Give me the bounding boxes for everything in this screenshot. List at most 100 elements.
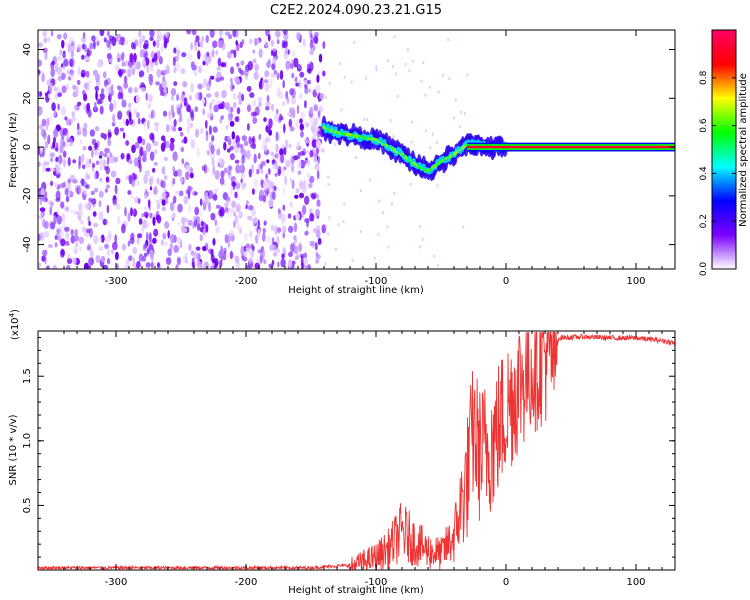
noise-cell bbox=[209, 264, 213, 269]
noise-cell bbox=[154, 125, 159, 132]
noise-cell bbox=[120, 152, 125, 160]
noise-cell bbox=[275, 145, 278, 152]
noise-cell bbox=[225, 196, 231, 202]
noise-cell bbox=[95, 71, 98, 78]
noise-cell bbox=[87, 257, 93, 268]
noise-cell bbox=[249, 92, 255, 98]
noise-cell bbox=[350, 80, 353, 84]
noise-cell bbox=[246, 123, 250, 131]
noise-cell bbox=[123, 265, 130, 269]
noise-cell bbox=[143, 59, 147, 69]
noise-cell bbox=[78, 245, 83, 252]
noise-cell bbox=[102, 159, 107, 168]
noise-cell bbox=[122, 132, 126, 139]
noise-cell bbox=[229, 146, 234, 151]
noise-cell bbox=[136, 180, 140, 186]
noise-cell bbox=[226, 51, 232, 59]
snr-xtick-label: -100 bbox=[365, 577, 388, 588]
noise-cell bbox=[190, 123, 193, 128]
noise-cell bbox=[250, 243, 254, 250]
noise-cell bbox=[204, 195, 210, 206]
noise-cell bbox=[117, 215, 121, 225]
noise-cell bbox=[61, 72, 66, 81]
noise-cell bbox=[43, 230, 50, 238]
noise-cell bbox=[247, 60, 254, 71]
noise-cell bbox=[240, 172, 246, 179]
noise-cell bbox=[314, 163, 320, 171]
tone-band-core bbox=[467, 145, 675, 149]
noise-cell bbox=[218, 157, 222, 165]
noise-cell bbox=[276, 36, 280, 44]
noise-cell bbox=[299, 181, 304, 190]
noise-cell bbox=[247, 215, 253, 221]
noise-cell bbox=[117, 57, 121, 63]
noise-cell bbox=[466, 73, 469, 77]
noise-cell bbox=[62, 150, 67, 158]
noise-cell bbox=[229, 250, 234, 260]
noise-cell bbox=[104, 188, 108, 193]
noise-cell bbox=[241, 181, 245, 187]
noise-cell bbox=[170, 137, 175, 143]
noise-cell bbox=[64, 187, 69, 196]
noise-cell bbox=[105, 84, 109, 94]
noise-cell bbox=[118, 39, 121, 45]
noise-cell bbox=[65, 195, 70, 203]
noise-cell bbox=[296, 141, 301, 149]
noise-cell bbox=[289, 63, 294, 70]
noise-cell bbox=[205, 224, 209, 233]
noise-cell bbox=[127, 240, 131, 247]
noise-cell bbox=[386, 59, 389, 63]
noise-cell bbox=[172, 195, 177, 204]
noise-cell bbox=[276, 108, 279, 115]
noise-cell bbox=[115, 177, 121, 185]
noise-cell bbox=[206, 51, 210, 58]
noise-cell bbox=[163, 138, 167, 149]
noise-cell bbox=[355, 156, 358, 159]
noise-cell bbox=[70, 118, 74, 124]
noise-cell bbox=[429, 146, 432, 149]
noise-cell bbox=[291, 72, 295, 79]
noise-cell bbox=[293, 57, 299, 68]
noise-cell bbox=[211, 135, 215, 142]
noise-cell bbox=[261, 232, 266, 242]
noise-cell bbox=[71, 111, 75, 118]
noise-cell bbox=[238, 91, 242, 100]
noise-cell bbox=[267, 33, 271, 42]
noise-cell bbox=[49, 82, 54, 92]
noise-cell bbox=[267, 168, 271, 175]
noise-cell bbox=[51, 102, 56, 112]
noise-cell bbox=[290, 243, 295, 253]
noise-cell bbox=[316, 199, 321, 207]
colorbar-gradient bbox=[712, 30, 736, 269]
noise-cell bbox=[229, 185, 233, 196]
snr-panel: -300 -200 -100 0 100 0.5 1.0 1.5 Height of stra… bbox=[8, 309, 676, 596]
noise-cell bbox=[196, 147, 200, 158]
noise-cell bbox=[208, 202, 211, 212]
noise-cell bbox=[99, 236, 103, 244]
noise-cell bbox=[138, 30, 142, 38]
noise-cell bbox=[123, 39, 129, 45]
spectrogram-xtick-label: 0 bbox=[503, 276, 509, 287]
spectrogram-ylabel: Frequency (Hz) bbox=[8, 112, 19, 188]
noise-cell bbox=[232, 253, 236, 261]
noise-cell bbox=[298, 92, 304, 100]
noise-cell bbox=[172, 165, 175, 174]
noise-cell bbox=[178, 190, 184, 197]
noise-cell bbox=[57, 92, 62, 98]
noise-cell bbox=[117, 92, 122, 100]
noise-cell bbox=[321, 224, 327, 234]
noise-cell bbox=[308, 88, 312, 93]
noise-cell bbox=[240, 69, 245, 76]
noise-cell bbox=[150, 261, 154, 269]
noise-cell bbox=[40, 187, 45, 197]
noise-cell bbox=[289, 201, 294, 208]
noise-cell bbox=[139, 38, 142, 49]
noise-cell bbox=[133, 61, 137, 72]
noise-cell bbox=[253, 217, 258, 226]
noise-cell bbox=[297, 64, 301, 70]
noise-cell bbox=[197, 65, 203, 74]
noise-cell bbox=[281, 101, 286, 106]
noise-cell bbox=[220, 115, 224, 120]
noise-cell bbox=[115, 251, 119, 261]
